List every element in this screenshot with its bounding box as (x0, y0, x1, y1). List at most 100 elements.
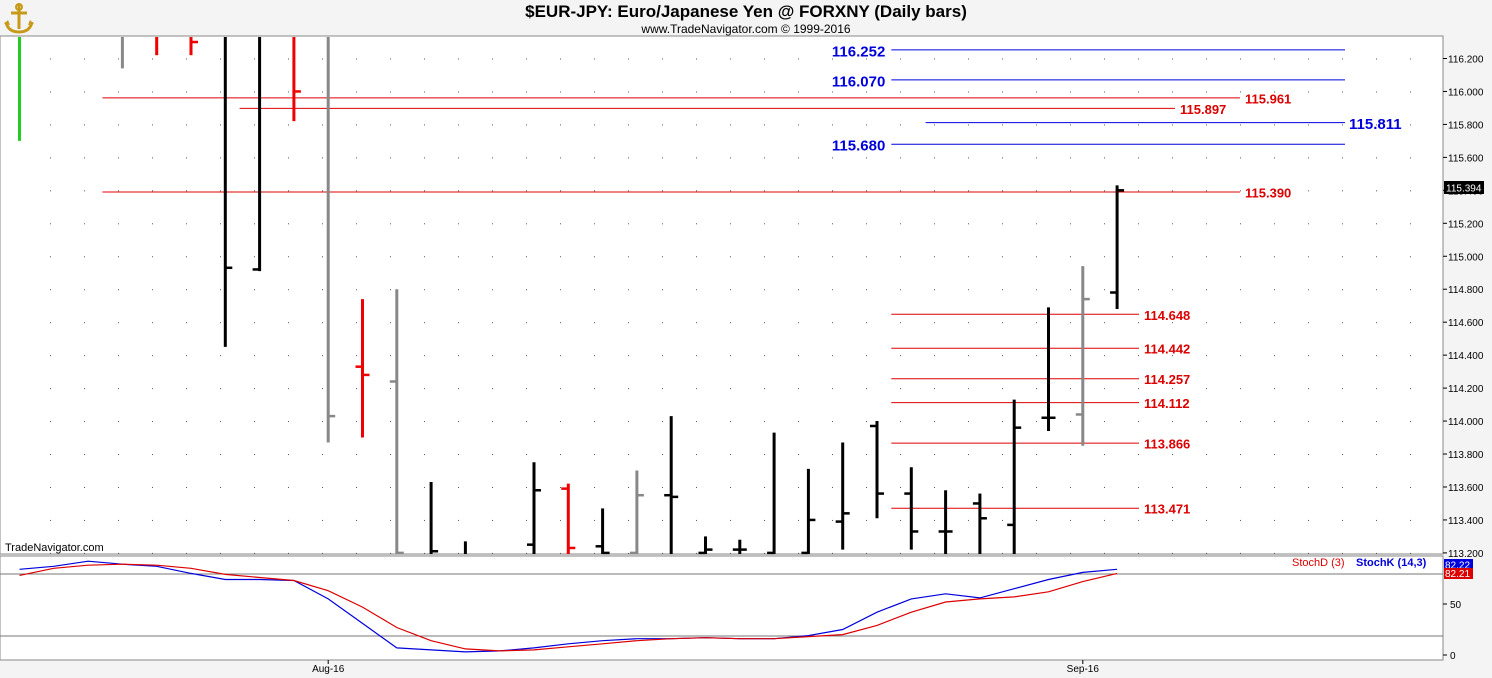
grid-dot (1240, 322, 1241, 324)
grid-dot (662, 388, 663, 390)
grid-dot (628, 58, 629, 60)
grid-dot (424, 223, 425, 225)
grid-dot (832, 519, 833, 521)
grid-dot (1138, 421, 1139, 423)
grid-dot (254, 190, 255, 192)
grid-dot (288, 355, 289, 357)
grid-dot (1104, 223, 1105, 225)
grid-dot (492, 355, 493, 357)
grid-dot (84, 190, 85, 192)
grid-dot (458, 223, 459, 225)
grid-dot (832, 256, 833, 258)
grid-dot (1002, 91, 1003, 93)
grid-dot (492, 421, 493, 423)
grid-dot (1070, 190, 1071, 192)
grid-dot (832, 486, 833, 488)
grid-dot (594, 58, 595, 60)
grid-dot (118, 388, 119, 390)
grid-dot (934, 519, 935, 521)
grid-dot (1138, 454, 1139, 456)
ohlc-bar (326, 37, 336, 443)
level-label: 115.811 (1349, 116, 1402, 133)
grid-dot (900, 454, 901, 456)
level-label: 113.866 (1144, 437, 1190, 452)
grid-dot (1308, 289, 1309, 291)
grid-dot (254, 256, 255, 258)
grid-dot (1376, 124, 1377, 126)
grid-dot (560, 552, 561, 554)
y-tick-label: 113.200 (1448, 549, 1484, 560)
grid-dot (1036, 289, 1037, 291)
grid-dot (1376, 355, 1377, 357)
grid-dot (118, 289, 119, 291)
grid-dot (1274, 421, 1275, 423)
grid-dot (288, 190, 289, 192)
grid-dot (1206, 322, 1207, 324)
grid-dot (526, 322, 527, 324)
grid-dot (50, 190, 51, 192)
grid-dot (1138, 355, 1139, 357)
grid-dot (50, 124, 51, 126)
grid-dot (1172, 552, 1173, 554)
grid-dot (764, 421, 765, 423)
grid-dot (628, 486, 629, 488)
grid-dot (390, 388, 391, 390)
grid-dot (1036, 124, 1037, 126)
grid-dot (628, 519, 629, 521)
grid-dot (1104, 91, 1105, 93)
grid-dot (152, 190, 153, 192)
grid-dot (322, 421, 323, 423)
grid-dot (662, 58, 663, 60)
grid-dot (900, 355, 901, 357)
grid-dot (1206, 486, 1207, 488)
grid-dot (764, 322, 765, 324)
gold-anchor-logo-icon[interactable] (2, 2, 36, 36)
grid-dot (526, 552, 527, 554)
grid-dot (1138, 124, 1139, 126)
grid-dot (594, 124, 595, 126)
grid-dot (696, 91, 697, 93)
ohlc-bar (698, 536, 713, 555)
grid-dot (390, 486, 391, 488)
grid-dot (628, 223, 629, 225)
grid-dot (968, 157, 969, 159)
grid-dot (1206, 289, 1207, 291)
grid-dot (152, 256, 153, 258)
y-tick-label: 115.200 (1448, 219, 1484, 230)
grid-dot (662, 454, 663, 456)
y-tick-label: 115.600 (1448, 153, 1484, 164)
grid-dot (1274, 355, 1275, 357)
grid-dot (594, 190, 595, 192)
grid-dot (1002, 289, 1003, 291)
grid-dot (220, 355, 221, 357)
grid-dot (322, 519, 323, 521)
grid-dot (968, 388, 969, 390)
grid-dot (900, 388, 901, 390)
ohlc-bar (1041, 307, 1056, 431)
grid-dot (152, 486, 153, 488)
grid-dot (662, 322, 663, 324)
grid-dot (288, 552, 289, 554)
date-x-axis: Aug-16 Sep-16 (312, 660, 1099, 675)
grid-dot (152, 58, 153, 60)
grid-dot (730, 421, 731, 423)
grid-dot (1274, 190, 1275, 192)
grid-dot (84, 355, 85, 357)
grid-dot (1342, 552, 1343, 554)
grid-dot (492, 519, 493, 521)
grid-dot (730, 552, 731, 554)
grid-dot (594, 486, 595, 488)
grid-dot (1342, 421, 1343, 423)
grid-dot (322, 454, 323, 456)
grid-dot (1376, 58, 1377, 60)
grid-dot (798, 124, 799, 126)
grid-dot (560, 190, 561, 192)
grid-dot (1274, 322, 1275, 324)
grid-dot (1240, 223, 1241, 225)
grid-dot (560, 454, 561, 456)
grid-dot (254, 486, 255, 488)
grid-dot (764, 486, 765, 488)
grid-dot (50, 91, 51, 93)
grid-dot (1172, 388, 1173, 390)
